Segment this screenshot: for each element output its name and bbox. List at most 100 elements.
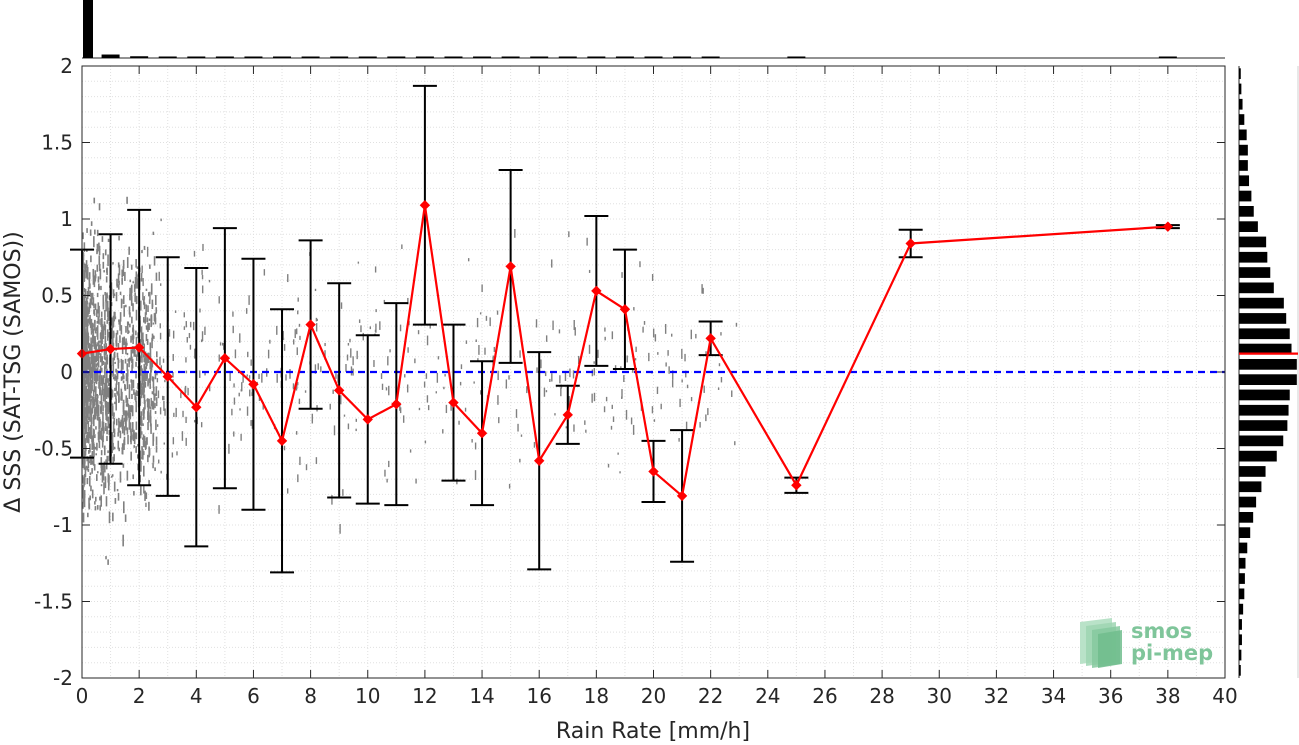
- scatter-point: [101, 471, 104, 483]
- scatter-point: [125, 326, 127, 333]
- scatter-point: [258, 373, 260, 380]
- scatter-point: [95, 327, 98, 332]
- scatter-point: [146, 372, 148, 379]
- scatter-point: [406, 384, 409, 393]
- scatter-point: [106, 300, 109, 312]
- scatter-point: [84, 409, 86, 422]
- scatter-point: [223, 342, 225, 350]
- scatter-point: [118, 280, 120, 285]
- scatter-point: [123, 439, 125, 450]
- scatter-point: [125, 373, 128, 382]
- scatter-point: [142, 411, 145, 420]
- scatter-point: [690, 329, 692, 340]
- scatter-point: [149, 369, 152, 381]
- scatter-point: [199, 370, 201, 378]
- scatter-point: [113, 417, 116, 423]
- scatter-point: [128, 391, 131, 399]
- scatter-point: [383, 299, 386, 304]
- scatter-point: [121, 269, 123, 278]
- scatter-point: [375, 309, 377, 313]
- scatter-point: [276, 325, 278, 335]
- scatter-point: [102, 261, 105, 269]
- scatter-point: [105, 293, 107, 302]
- scatter-point: [148, 398, 150, 408]
- scatter-point: [122, 534, 124, 547]
- scatter-point: [83, 288, 86, 293]
- scatter-point: [134, 292, 136, 302]
- scatter-point: [137, 383, 139, 390]
- scatter-point: [415, 478, 417, 484]
- top-histogram-bar: [644, 56, 663, 58]
- scatter-point: [617, 452, 619, 455]
- scatter-point: [239, 408, 241, 411]
- scatter-point: [82, 457, 85, 469]
- scatter-point: [95, 344, 97, 353]
- scatter-point: [678, 438, 680, 442]
- scatter-point: [88, 461, 91, 464]
- scatter-point: [399, 407, 402, 414]
- scatter-point: [144, 319, 147, 324]
- right-histogram-bar: [1239, 664, 1241, 676]
- scatter-point: [705, 414, 707, 422]
- scatter-point: [90, 410, 92, 415]
- scatter-point: [246, 406, 249, 416]
- scatter-point: [96, 357, 99, 362]
- top-histogram-bar: [130, 56, 149, 58]
- scatter-point: [100, 367, 103, 373]
- scatter-point: [151, 303, 154, 307]
- scatter-point: [102, 375, 105, 384]
- scatter-point: [105, 268, 108, 273]
- scatter-point: [90, 400, 92, 411]
- top-histogram-bar: [158, 56, 177, 58]
- scatter-point: [95, 386, 97, 397]
- mean-point: [791, 480, 802, 491]
- scatter-point: [130, 264, 133, 270]
- scatter-point: [155, 445, 158, 453]
- scatter-point: [144, 312, 147, 323]
- scatter-point: [653, 419, 656, 422]
- scatter-point: [100, 390, 102, 396]
- scatter-point: [149, 409, 152, 421]
- right-histogram-bar: [1239, 98, 1243, 110]
- scatter-point: [125, 348, 127, 355]
- scatter-point: [154, 467, 156, 471]
- scatter-point: [147, 356, 149, 362]
- scatter-point: [593, 361, 595, 364]
- scatter-point: [93, 275, 96, 288]
- scatter-point: [140, 272, 143, 282]
- top-histogram-bar: [444, 56, 463, 58]
- scatter-point: [146, 342, 149, 345]
- scatter-point: [459, 381, 462, 386]
- scatter-point: [115, 292, 118, 302]
- scatter-point: [152, 377, 155, 388]
- scatter-point: [143, 358, 146, 363]
- scatter-point: [88, 277, 91, 289]
- x-tick-label: 18: [584, 684, 609, 708]
- scatter-point: [115, 418, 118, 426]
- scatter-point: [208, 383, 211, 392]
- scatter-point: [107, 482, 110, 491]
- scatter-point: [93, 409, 96, 420]
- scatter-point: [83, 424, 86, 429]
- scatter-point: [536, 367, 538, 373]
- scatter-point: [188, 332, 191, 339]
- scatter-point: [251, 392, 253, 396]
- scatter-point: [380, 373, 383, 379]
- scatter-point: [86, 328, 88, 336]
- scatter-point: [94, 320, 96, 331]
- scatter-point: [118, 393, 120, 403]
- scatter-point: [127, 434, 129, 445]
- logo-waves-icon: [1080, 618, 1122, 668]
- mean-point: [476, 427, 488, 439]
- scatter-point: [374, 329, 377, 333]
- scatter-point: [144, 399, 146, 410]
- scatter-point: [145, 288, 148, 291]
- scatter-point: [153, 256, 156, 266]
- scatter-point: [199, 308, 201, 313]
- scatter-point: [560, 387, 562, 397]
- scatter-point: [134, 281, 137, 289]
- scatter-point: [105, 300, 107, 312]
- scatter-point: [148, 322, 150, 331]
- scatter-point: [183, 312, 185, 318]
- scatter-point: [91, 369, 94, 376]
